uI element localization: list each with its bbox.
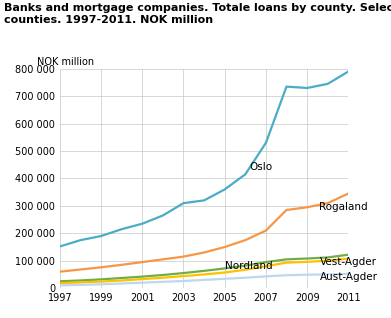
Text: NOK million: NOK million <box>37 57 94 66</box>
Text: Aust-Agder: Aust-Agder <box>319 272 377 282</box>
Text: Oslo: Oslo <box>249 162 273 172</box>
Text: Banks and mortgage companies. Totale loans by county. Selected
counties. 1997-20: Banks and mortgage companies. Totale loa… <box>4 3 391 25</box>
Text: Rogaland: Rogaland <box>319 202 368 212</box>
Text: Vest-Agder: Vest-Agder <box>319 257 377 267</box>
Text: Nordland: Nordland <box>225 261 272 271</box>
